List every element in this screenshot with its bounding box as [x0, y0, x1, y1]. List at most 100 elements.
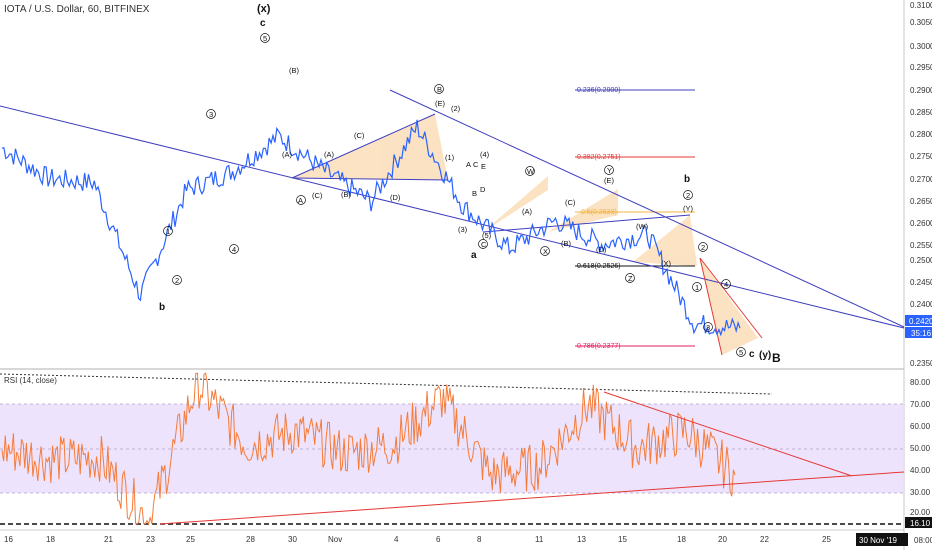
- time-tick: 23: [146, 535, 155, 544]
- time-tick: 30: [288, 535, 297, 544]
- fib-label: 0.618(0.2526): [577, 263, 621, 270]
- wave-label: (E): [604, 176, 615, 185]
- svg-text:0.2420: 0.2420: [909, 317, 932, 326]
- wave-label-a: a: [471, 250, 477, 261]
- rsi-upper-dotted-line[interactable]: [0, 373, 773, 395]
- wave-label: (D): [596, 245, 607, 254]
- rsi-resistance-line: [603, 391, 853, 477]
- price-line[interactable]: [1, 119, 741, 337]
- channel-red[interactable]: [699, 257, 763, 356]
- wave-label-c: c: [260, 18, 266, 29]
- rsi-trendlines[interactable]: [159, 391, 905, 525]
- circled-label: 3: [706, 323, 710, 332]
- wave-label-y: (y): [759, 350, 771, 361]
- triangle-lower-line: [291, 177, 449, 181]
- circled-label: Y: [607, 166, 612, 175]
- circled-label: 2: [175, 276, 179, 285]
- small-wave-labels: (B) (C) (A) (A) (C) (B) (D) (E) (2) (1) …: [282, 66, 694, 268]
- wave-label: (E): [435, 99, 446, 108]
- wave-label: (1): [445, 153, 455, 162]
- rsi-line[interactable]: [1, 372, 736, 526]
- time-tick: 13: [577, 535, 586, 544]
- wave-label: (D): [390, 193, 401, 202]
- wave-label: A: [466, 160, 471, 169]
- circled-label: 1: [695, 283, 699, 292]
- triangle-fill: [548, 189, 618, 232]
- rsi-tick: 70.00: [910, 400, 931, 409]
- wave-label-B: B: [772, 351, 781, 365]
- long-trendline: [0, 105, 905, 329]
- upper-trendline: [389, 89, 905, 328]
- date-tag: 30 Nov '19 08:00: [856, 533, 932, 546]
- circled-label: C: [481, 240, 487, 249]
- fib-label: 0.382(0.2751): [577, 154, 621, 161]
- svg-text:16.10: 16.10: [910, 519, 931, 528]
- wave-label: (3): [458, 225, 468, 234]
- triangle-upper-line: [291, 113, 436, 179]
- time-tick: 20: [718, 535, 727, 544]
- triangle-fill: [292, 114, 448, 180]
- rsi-support-line: [159, 471, 905, 525]
- big-wave-labels: (x) c b a b c (y) B: [159, 3, 781, 365]
- chart-title: IOTA / U.S. Dollar, 60, BITFINEX: [4, 4, 150, 15]
- price-tick: 0.2900: [910, 86, 932, 95]
- circled-label: B: [437, 85, 442, 94]
- wave-label: (A): [324, 150, 335, 159]
- time-tick: 4: [394, 535, 399, 544]
- fib-label: 0.786(0.2377): [577, 343, 621, 350]
- time-axis[interactable]: 16 18 21 23 25 28 30 Nov 4 6 8 11 13 15 …: [4, 535, 873, 544]
- red-channel-lower: [699, 257, 723, 356]
- time-tick: 16: [4, 535, 13, 544]
- wave-label: (C): [312, 191, 323, 200]
- current-price-tag: 0.2420 35:16: [905, 315, 932, 338]
- rsi-band: [0, 404, 904, 493]
- rsi-tick: 80.00: [910, 378, 931, 387]
- wave-label-c: c: [749, 349, 755, 360]
- fib-levels[interactable]: 0.236(0.2900) 0.382(0.2751) 0.5(0.2638) …: [575, 87, 695, 350]
- svg-text:30 Nov '19: 30 Nov '19: [859, 536, 898, 545]
- circled-label: A: [298, 196, 303, 205]
- trendlines[interactable]: [0, 89, 905, 329]
- triangle-fills: [292, 114, 758, 355]
- wave-label: E: [481, 162, 486, 171]
- time-tick: 15: [618, 535, 627, 544]
- triangle-fill: [700, 258, 758, 355]
- wave-label: (X): [661, 259, 672, 268]
- circled-label: X: [543, 247, 548, 256]
- wave-label: D: [480, 185, 486, 194]
- circled-wave-labels: 5 3 4 1 2 A B C W X Y Z 1 2 3 4 5 2: [163, 33, 746, 357]
- time-tick: 18: [46, 535, 55, 544]
- time-tick: 22: [760, 535, 769, 544]
- wave-label: (B): [289, 66, 300, 75]
- circled-label: 3: [209, 110, 213, 119]
- time-tick: 8: [477, 535, 482, 544]
- wave-label-b: b: [684, 174, 690, 185]
- rsi-axis[interactable]: 80.00 70.00 60.00 50.00 40.00 30.00 20.0…: [910, 378, 931, 517]
- time-tick: 25: [822, 535, 831, 544]
- circled-label: 5: [739, 348, 743, 357]
- wave-label-x: (x): [257, 3, 271, 15]
- fib-label: 0.236(0.2900): [577, 87, 621, 94]
- triangle-fill: [483, 176, 548, 232]
- wave-label: (B): [561, 239, 572, 248]
- rsi-tick: 30.00: [910, 488, 931, 497]
- circled-label: 4: [724, 280, 728, 289]
- wave-label: C: [473, 160, 479, 169]
- svg-text:35:16: 35:16: [911, 329, 932, 338]
- rsi-tick: 60.00: [910, 422, 931, 431]
- wave-label: (A): [522, 207, 533, 216]
- time-tick: 18: [677, 535, 686, 544]
- circled-label: W: [527, 167, 535, 176]
- svg-text:08:00: 08:00: [914, 536, 932, 545]
